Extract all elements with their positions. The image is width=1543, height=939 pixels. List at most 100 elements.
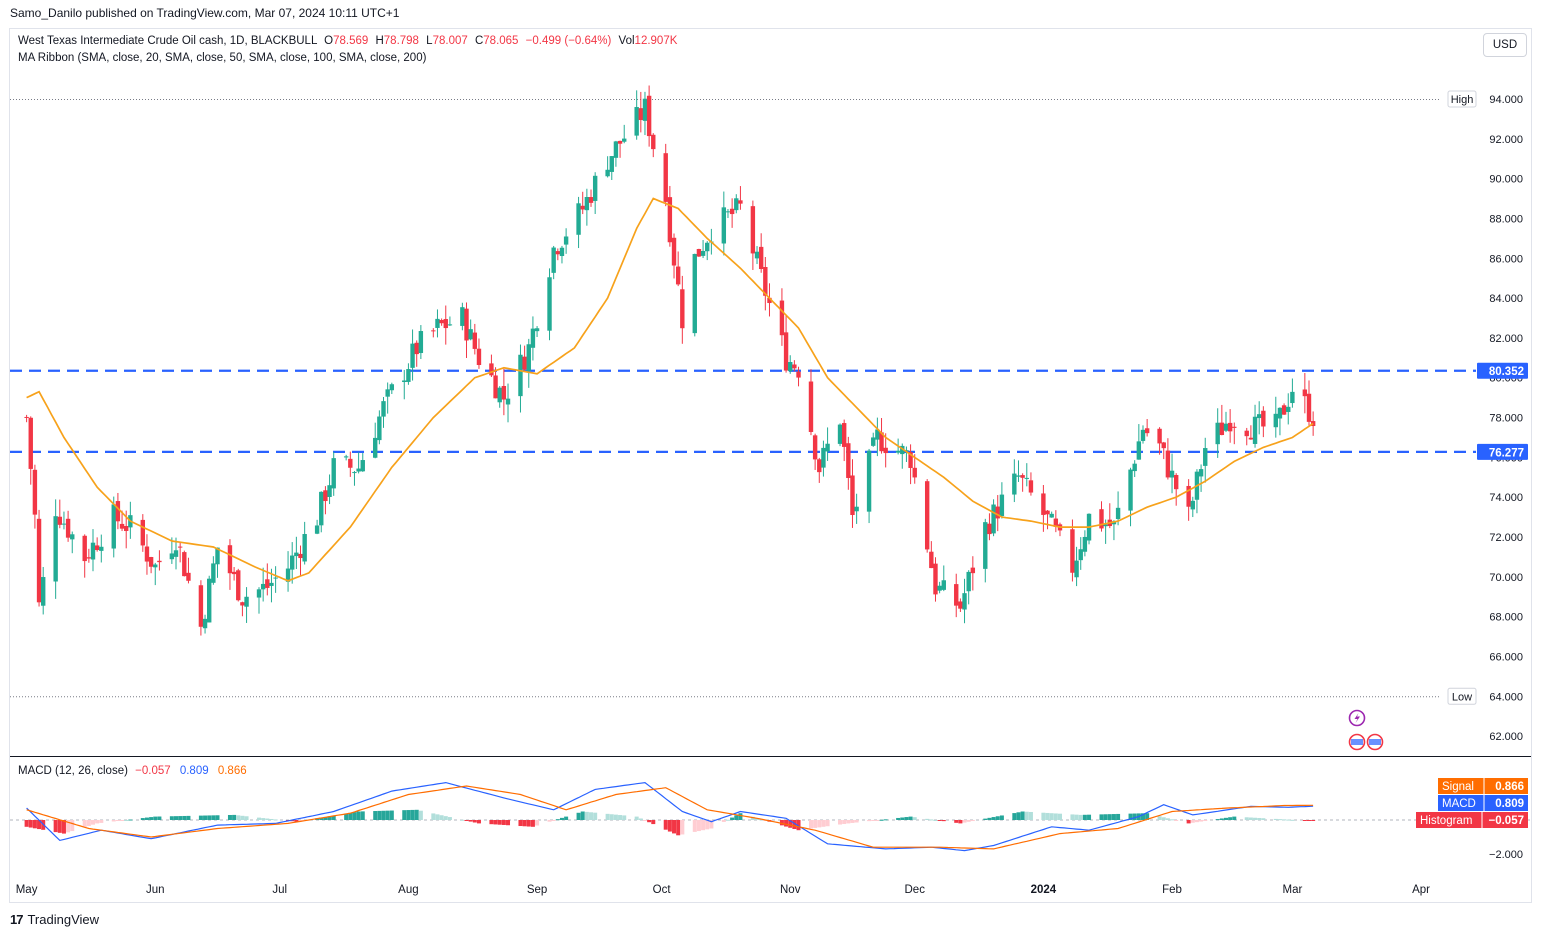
candle-down <box>82 535 87 562</box>
macd-histogram-bar <box>647 820 652 823</box>
macd-histogram-bar <box>676 820 681 836</box>
macd-histogram-bar <box>908 816 913 820</box>
macd-histogram-bar <box>759 819 764 821</box>
candle-down <box>439 320 444 324</box>
high-label: High <box>1451 94 1474 106</box>
macd-line <box>26 781 1314 852</box>
candle-up <box>1049 513 1054 518</box>
macd-histogram-bar <box>1074 814 1079 820</box>
macd-histogram-bar <box>1244 817 1249 820</box>
candle-down <box>817 459 822 473</box>
macd-histogram-bar <box>1261 818 1266 820</box>
candle-down <box>696 249 702 257</box>
macd-histogram-bar <box>385 810 390 820</box>
candle-up <box>1078 549 1083 561</box>
macd-histogram-bar <box>431 813 436 820</box>
candle-down <box>186 572 191 581</box>
macd-histogram-bar <box>1099 814 1104 820</box>
footer-brand[interactable]: 17 TradingView <box>10 912 99 927</box>
macd-histogram-bar <box>439 815 444 820</box>
candle-down <box>933 563 938 595</box>
macd-histogram-bar <box>813 820 818 828</box>
candle-up <box>705 242 710 252</box>
macd-histogram-bar <box>1145 813 1150 820</box>
ma20-line <box>26 197 1314 582</box>
candle-down <box>1227 422 1233 432</box>
macd-histogram-bar <box>987 817 992 820</box>
price-tick-label: 62.000 <box>1489 731 1523 743</box>
candle-up <box>1074 560 1079 578</box>
candle-down <box>119 523 125 529</box>
candle-down <box>912 467 917 478</box>
candle-up <box>410 343 415 368</box>
candle-down <box>86 557 92 559</box>
symbol-legend[interactable]: West Texas Intermediate Crude Oil cash, … <box>18 35 677 47</box>
macd-histogram-bar <box>198 815 203 820</box>
macd-histogram-bar <box>37 820 42 830</box>
macd-tick-label: −2.000 <box>1489 849 1523 861</box>
candle-down <box>1310 421 1316 427</box>
candle-down <box>177 546 183 548</box>
candle-up <box>260 583 266 590</box>
macd-badge-value: 0.809 <box>1495 798 1524 810</box>
macd-histogram-bar <box>825 820 830 827</box>
time-tick-label: Mar <box>1282 884 1302 896</box>
macd-histogram-bar <box>203 815 208 820</box>
macd-histogram-bar <box>70 820 75 832</box>
macd-histogram-bar <box>518 820 523 827</box>
macd-histogram-bar <box>257 817 262 820</box>
macd-histogram-bar <box>1223 817 1228 820</box>
macd-histogram-bar <box>672 820 677 834</box>
candle-up <box>418 331 424 354</box>
candle-up <box>559 247 565 257</box>
currency-button[interactable]: USD <box>1483 33 1527 57</box>
macd-histogram-bar <box>501 820 506 825</box>
macd-histogram-bar <box>547 820 552 822</box>
candle-down <box>1302 389 1308 397</box>
candle-up <box>468 329 473 340</box>
macd-histogram-bar <box>1199 820 1204 822</box>
macd-histogram-bar <box>613 814 618 820</box>
candle-down <box>808 381 814 432</box>
macd-title[interactable]: MACD (12, 26, close) <box>18 765 128 777</box>
symbol-title[interactable]: West Texas Intermediate Crude Oil cash, … <box>18 35 317 47</box>
macd-histogram-bar <box>1290 819 1295 821</box>
macd-histogram-bar <box>958 820 963 824</box>
macd-histogram-bar <box>564 816 569 820</box>
macd-histogram-bar <box>1170 819 1175 821</box>
candle-up <box>754 251 760 259</box>
candle-down <box>1186 485 1191 507</box>
macd-histogram-bar <box>468 820 473 822</box>
candle-down <box>522 356 527 370</box>
candle-down <box>464 308 469 341</box>
low-label: Low <box>1452 691 1472 703</box>
macd-histogram-bar <box>941 820 946 822</box>
macd-histogram-bar <box>1028 811 1033 820</box>
flag-stripes-icon-2 <box>1369 739 1381 745</box>
macd-histogram-bar <box>1248 817 1253 820</box>
candle-down <box>1020 475 1025 478</box>
event-icons[interactable] <box>1348 709 1384 751</box>
macd-histogram-bar <box>983 818 988 820</box>
candle-down <box>157 560 162 563</box>
macd-histogram-bar <box>738 813 743 820</box>
macd-legend[interactable]: MACD (12, 26, close) −0.057 0.809 0.866 <box>18 765 247 777</box>
candle-up <box>273 577 278 579</box>
candle-down <box>750 206 756 254</box>
macd-histogram-bar <box>418 810 423 820</box>
candle-up <box>584 196 590 211</box>
candle-down <box>493 375 498 399</box>
macd-histogram-bar <box>389 810 394 820</box>
candle-up <box>721 207 727 244</box>
time-tick-label: Sep <box>527 884 547 896</box>
candle-up <box>1115 507 1121 519</box>
candle-down <box>954 584 959 606</box>
indicator-legend[interactable]: MA Ribbon (SMA, close, 20, SMA, close, 5… <box>18 52 427 64</box>
candle-down <box>115 501 121 522</box>
candle-up <box>692 253 697 334</box>
macd-histogram-bar <box>1165 818 1170 820</box>
candle-down <box>738 200 743 204</box>
candle-up <box>1103 524 1108 527</box>
candle-down <box>1157 428 1162 444</box>
